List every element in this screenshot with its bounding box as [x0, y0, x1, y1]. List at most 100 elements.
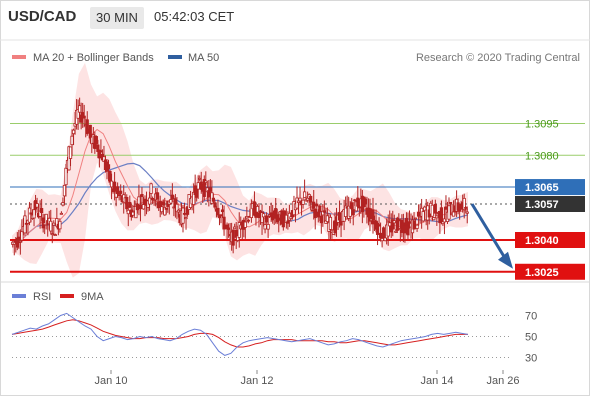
x-tick-label: Jan 14 — [420, 375, 453, 387]
x-tick-label: Jan 26 — [486, 375, 519, 387]
candles — [11, 97, 469, 256]
candle-body — [318, 205, 322, 213]
candle-body — [222, 216, 226, 230]
candle-body — [219, 214, 223, 217]
copyright-text: Research © 2020 Trading Central — [416, 52, 580, 64]
candle-body — [313, 209, 317, 219]
rsi-lines — [11, 312, 469, 356]
ma50-legend-label: MA 50 — [188, 52, 219, 64]
candle-body — [131, 211, 135, 216]
candle-body — [378, 232, 383, 239]
rsi-line — [11, 312, 469, 356]
candle-body — [138, 205, 143, 210]
candle-body — [196, 182, 200, 190]
ma20-legend-label: MA 20 + Bollinger Bands — [33, 52, 154, 64]
rsi-ma-legend-label: 9MA — [81, 291, 104, 303]
level-box-1.3040 — [515, 232, 585, 248]
candle-body — [245, 216, 249, 219]
candle-body — [315, 203, 319, 207]
candle-body — [421, 211, 425, 222]
candle-body — [243, 221, 247, 228]
candle-body — [169, 199, 173, 204]
ma50-line — [11, 162, 469, 245]
candle-body — [135, 203, 139, 211]
candle-body — [68, 146, 73, 159]
candle-body — [397, 219, 401, 222]
candle-body — [380, 238, 384, 242]
candle-body — [70, 135, 74, 146]
candle-body — [325, 215, 330, 223]
candle-body — [281, 213, 285, 228]
candle-body — [108, 170, 112, 183]
candle-body — [309, 195, 313, 203]
timestamp: 05:42:03 CET — [154, 9, 235, 24]
candle-body — [53, 234, 57, 237]
level-box-1.3057 — [515, 196, 585, 212]
candle-body — [264, 215, 269, 223]
candle-body — [109, 180, 114, 188]
candle-body — [226, 227, 231, 230]
candle-body — [353, 199, 357, 202]
candle-body — [147, 197, 152, 205]
candle-body — [413, 217, 418, 220]
candle-body — [442, 218, 447, 223]
candle-body — [415, 224, 419, 229]
candle-body — [375, 222, 380, 235]
candle-body — [298, 197, 302, 202]
candle-body — [430, 204, 434, 217]
candle-body — [182, 212, 187, 215]
candle-body — [412, 220, 416, 230]
candle-body — [160, 206, 164, 213]
candle-body — [140, 193, 144, 197]
rsi-legend: RSI 9MA — [12, 291, 104, 303]
bollinger-band-fill — [12, 62, 468, 278]
candle-body — [220, 209, 225, 213]
level-label-1.3040: 1.3040 — [525, 235, 559, 247]
rsi-tick-50: 50 — [525, 332, 537, 344]
candle-body — [312, 201, 316, 209]
level-label-1.3065: 1.3065 — [525, 182, 559, 194]
forecast-arrow-layer — [470, 203, 513, 269]
candle-body — [78, 105, 82, 113]
timeframe-badge[interactable]: 30 MIN — [90, 7, 144, 29]
candle-body — [155, 192, 159, 200]
candle-body — [283, 210, 287, 215]
candle-body — [266, 223, 270, 230]
bollinger-band-layer — [12, 62, 468, 278]
candle-body — [117, 194, 121, 196]
candle-body — [295, 197, 299, 209]
candle-body — [29, 212, 33, 215]
candle-body — [137, 196, 141, 205]
candle-body — [184, 217, 188, 220]
candle-body — [125, 197, 129, 210]
candle-body — [50, 233, 54, 236]
candle-body — [149, 183, 153, 194]
candle-body — [126, 209, 130, 215]
candle-body — [141, 204, 146, 210]
candle-body — [85, 119, 89, 135]
candle-body — [351, 209, 355, 216]
candle-body — [394, 230, 398, 233]
candle-body — [261, 213, 266, 218]
candle-body — [94, 136, 98, 144]
candle-body — [377, 224, 381, 227]
level-box-1.3065 — [515, 179, 585, 196]
candle-body — [444, 206, 448, 210]
candle-body — [459, 203, 463, 210]
candle-body — [213, 202, 217, 208]
level-label-1.3095: 1.3095 — [525, 119, 559, 131]
level-label-1.3080: 1.3080 — [525, 150, 559, 162]
forecast-arrow-shaft — [470, 203, 508, 261]
candle-body — [18, 240, 22, 243]
rsi-tick-30: 30 — [525, 353, 537, 365]
rsi-ma-line — [11, 319, 468, 348]
level-label-1.3025: 1.3025 — [525, 267, 559, 279]
candle-body — [301, 199, 305, 205]
candle-body — [64, 167, 68, 186]
candle-body — [71, 129, 76, 135]
candle-body — [350, 202, 354, 210]
forecast-arrow-head — [498, 251, 513, 269]
candle-body — [35, 203, 39, 208]
candle-body — [211, 197, 215, 202]
